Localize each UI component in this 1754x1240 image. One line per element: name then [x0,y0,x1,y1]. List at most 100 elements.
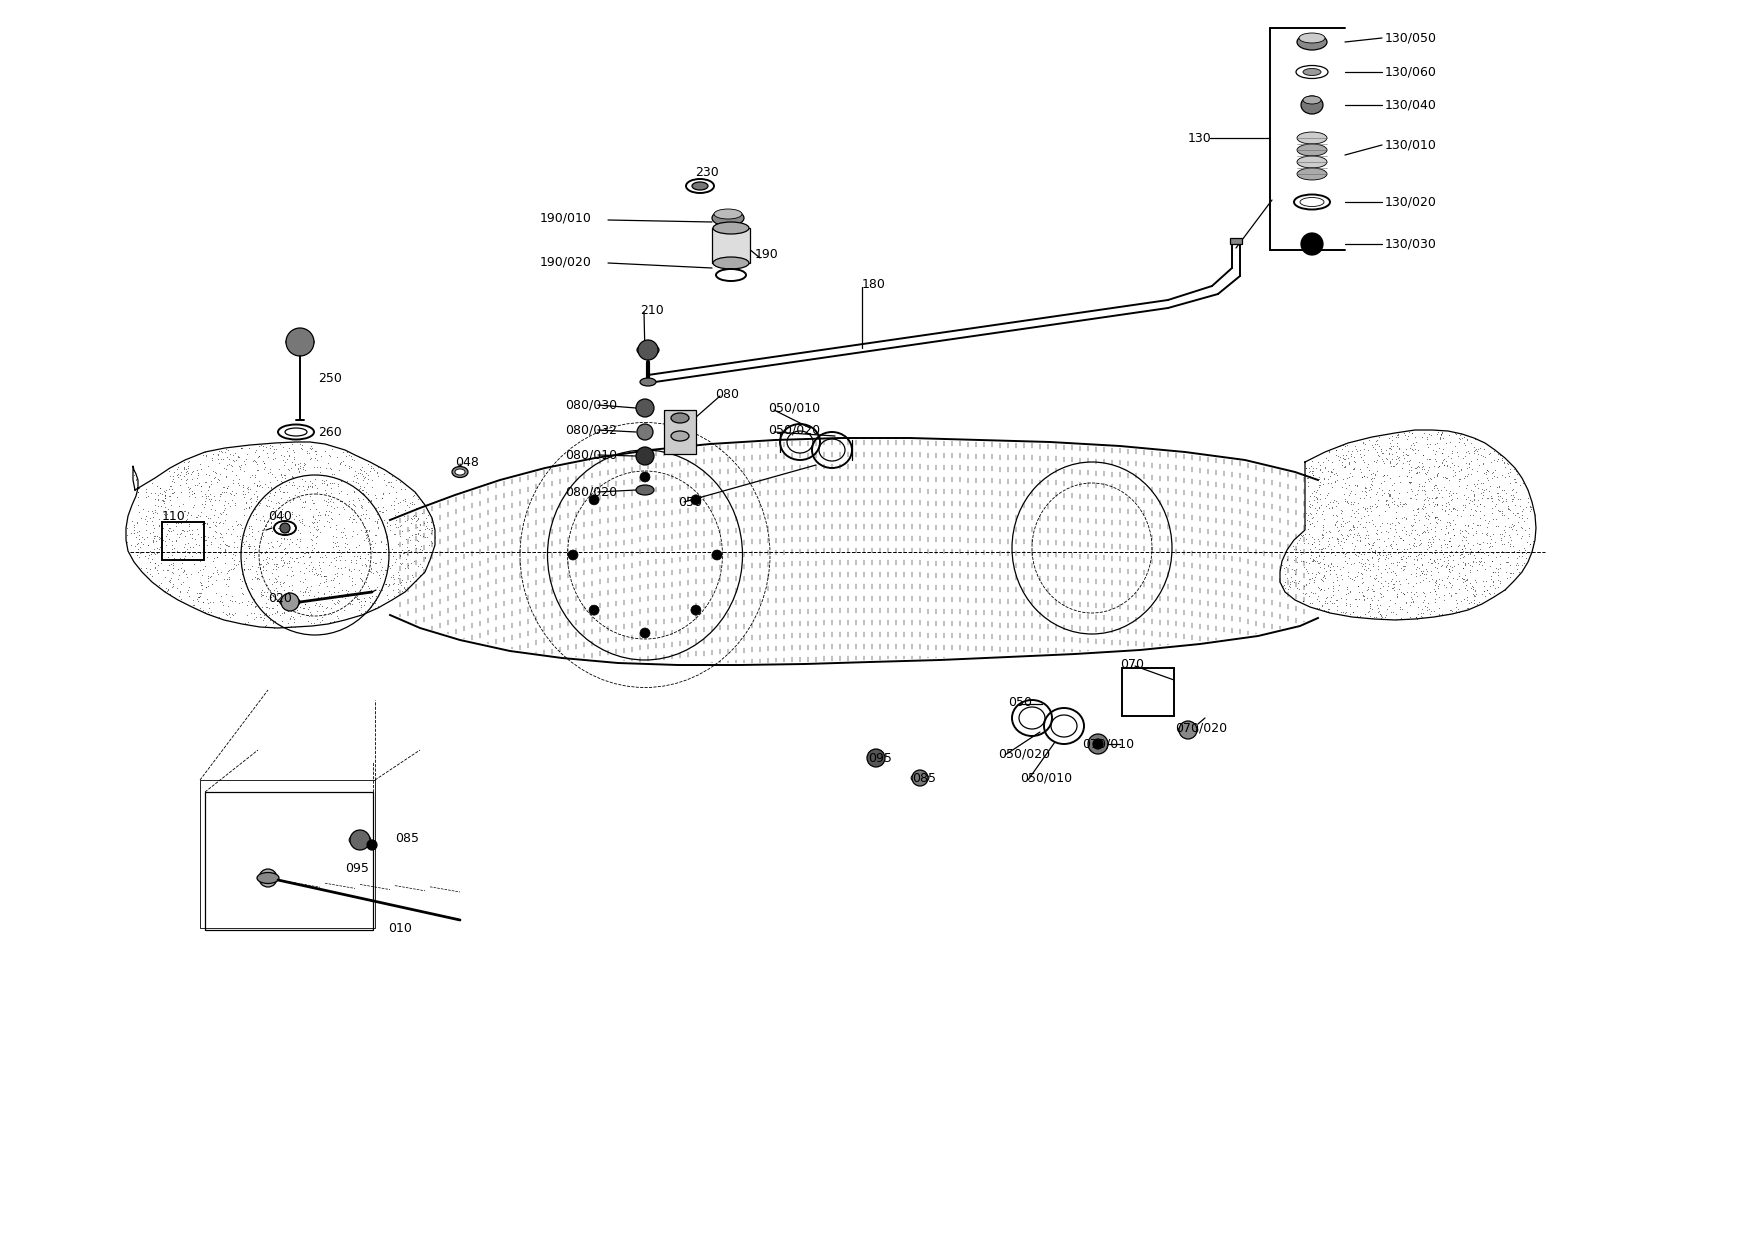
Point [277,606,305,626]
Point [300,614,328,634]
Point [161,549,189,569]
Point [1368,546,1396,565]
Point [274,614,302,634]
Point [312,501,340,521]
Point [235,613,263,632]
Point [316,446,344,466]
Point [1468,479,1496,498]
Point [1330,484,1358,503]
Text: 080/030: 080/030 [565,398,617,412]
Point [1389,558,1417,578]
Point [281,475,309,495]
Point [402,538,430,558]
Point [317,464,346,484]
Point [1335,606,1363,626]
Point [314,505,342,525]
Point [1422,494,1451,513]
Circle shape [367,839,377,849]
Point [358,587,386,606]
Point [1412,487,1440,507]
Point [1314,534,1342,554]
Point [144,485,172,505]
Point [249,435,277,455]
Point [1370,570,1398,590]
Point [1340,517,1368,537]
Point [1445,544,1473,564]
Point [351,591,379,611]
Point [175,537,203,557]
Point [300,512,328,532]
Point [1323,496,1351,516]
Point [1415,529,1444,549]
Point [1321,516,1349,536]
Point [1489,491,1517,511]
Point [284,454,312,474]
Point [179,595,207,615]
Point [303,456,332,476]
Point [1407,554,1435,574]
Point [1380,580,1408,600]
Point [205,608,233,627]
Point [1515,525,1544,544]
Circle shape [351,830,370,849]
Point [384,517,412,537]
Point [225,554,253,574]
Point [254,496,282,516]
Point [410,548,438,568]
Point [289,476,317,496]
Point [346,479,374,498]
Point [277,557,305,577]
Point [351,574,379,594]
Point [1422,513,1451,533]
Point [1417,534,1445,554]
Point [1293,562,1321,582]
Point [372,501,400,521]
Point [1293,459,1321,479]
Point [1382,515,1410,534]
Point [384,502,412,522]
Point [1466,472,1494,492]
Point [160,553,188,573]
Point [1421,507,1449,527]
Point [214,476,242,496]
Point [307,565,335,585]
Point [203,547,232,567]
Point [1377,435,1405,455]
Point [1298,461,1326,481]
Point [230,560,258,580]
Point [198,512,226,532]
Point [321,520,349,539]
Point [254,490,282,510]
Point [207,562,235,582]
Point [295,554,323,574]
Point [1484,449,1512,469]
Point [279,611,307,631]
Point [275,588,303,608]
Point [305,558,333,578]
Point [1447,544,1475,564]
Point [1398,440,1426,460]
Point [333,534,361,554]
Point [174,533,202,553]
Point [1319,556,1347,575]
Point [1284,573,1312,593]
Point [305,613,333,632]
Point [167,582,195,601]
Point [1382,443,1410,463]
Point [1331,456,1359,476]
Point [1431,500,1459,520]
Point [210,491,239,511]
Point [302,441,330,461]
Point [1454,533,1482,553]
Point [1451,485,1479,505]
Point [1340,451,1368,471]
Point [1401,505,1430,525]
Point [310,516,339,536]
Point [1454,598,1482,618]
Point [1465,515,1493,534]
Point [154,579,182,599]
Point [1308,463,1337,482]
Point [172,542,200,562]
Point [1422,584,1451,604]
Point [372,539,400,559]
